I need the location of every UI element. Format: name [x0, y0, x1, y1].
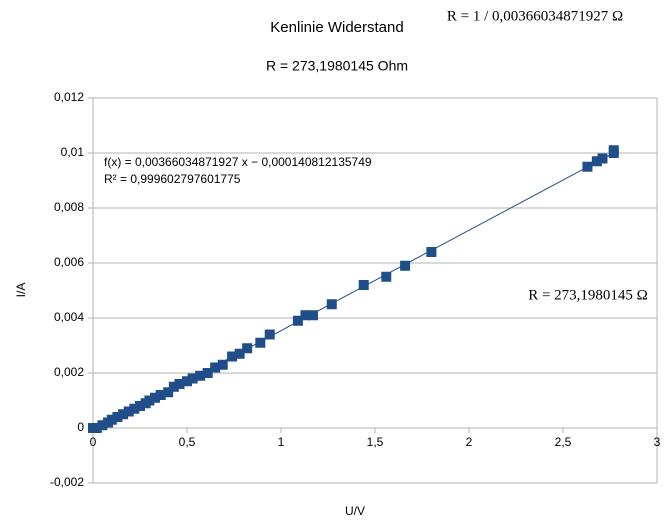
point — [163, 387, 174, 398]
point — [118, 409, 129, 420]
y-tick-label: 0,012 — [54, 90, 84, 104]
point — [582, 161, 593, 172]
point — [292, 315, 303, 326]
point — [300, 310, 311, 321]
point — [106, 414, 117, 425]
y-axis-label: I/A — [14, 283, 28, 298]
point — [174, 379, 185, 389]
point — [123, 406, 134, 417]
y-tick-label: 0,006 — [54, 255, 84, 269]
point — [597, 153, 608, 164]
point — [608, 145, 619, 156]
point — [150, 392, 161, 403]
trendline-r2: R² = 0,999602797601775 — [104, 172, 241, 186]
point — [234, 348, 245, 359]
trendline-equation: f(x) = 0,00366034871927 x − 0,0001408121… — [104, 155, 372, 169]
point — [242, 343, 253, 354]
y-tick-label: -0,002 — [50, 475, 84, 489]
chart-subtitle: R = 273,1980145 Ohm — [266, 58, 408, 74]
point — [187, 373, 198, 384]
x-tick-label: 1,5 — [367, 435, 384, 449]
point — [112, 412, 123, 422]
point — [144, 395, 155, 406]
point — [195, 370, 206, 381]
point — [210, 362, 221, 373]
point — [227, 351, 238, 362]
chart-title: Kenlinie Widerstand — [270, 19, 403, 36]
point — [129, 403, 140, 414]
point — [358, 280, 369, 290]
x-tick-label: 0,5 — [179, 435, 196, 449]
annotation: R = 1 / 0,00366034871927 Ω — [447, 8, 623, 24]
point — [97, 420, 108, 431]
point — [264, 329, 275, 340]
x-tick-label: 1 — [278, 435, 285, 449]
point — [307, 310, 318, 321]
point — [591, 156, 602, 167]
x-tick-label: 3 — [654, 435, 661, 449]
point — [182, 376, 192, 387]
annotation: R = 273,1980145 Ω — [528, 287, 648, 303]
point — [202, 368, 213, 378]
x-tick-label: 2,5 — [555, 435, 572, 449]
point — [135, 401, 145, 411]
x-axis-label: U/V — [345, 504, 365, 518]
point — [400, 260, 411, 271]
point — [91, 423, 102, 433]
y-tick-label: 0,01 — [61, 145, 85, 159]
x-tick-label: 0 — [90, 435, 97, 449]
point — [426, 247, 437, 257]
y-tick-label: 0,002 — [54, 365, 84, 379]
point — [217, 359, 228, 370]
y-tick-label: 0,004 — [54, 310, 84, 324]
point — [255, 337, 266, 348]
point — [155, 390, 166, 400]
point — [168, 381, 179, 392]
point — [381, 271, 392, 282]
y-tick-label: 0 — [77, 420, 84, 434]
x-tick-label: 2 — [466, 435, 473, 449]
y-tick-label: 0,008 — [54, 200, 84, 214]
point — [326, 299, 337, 310]
